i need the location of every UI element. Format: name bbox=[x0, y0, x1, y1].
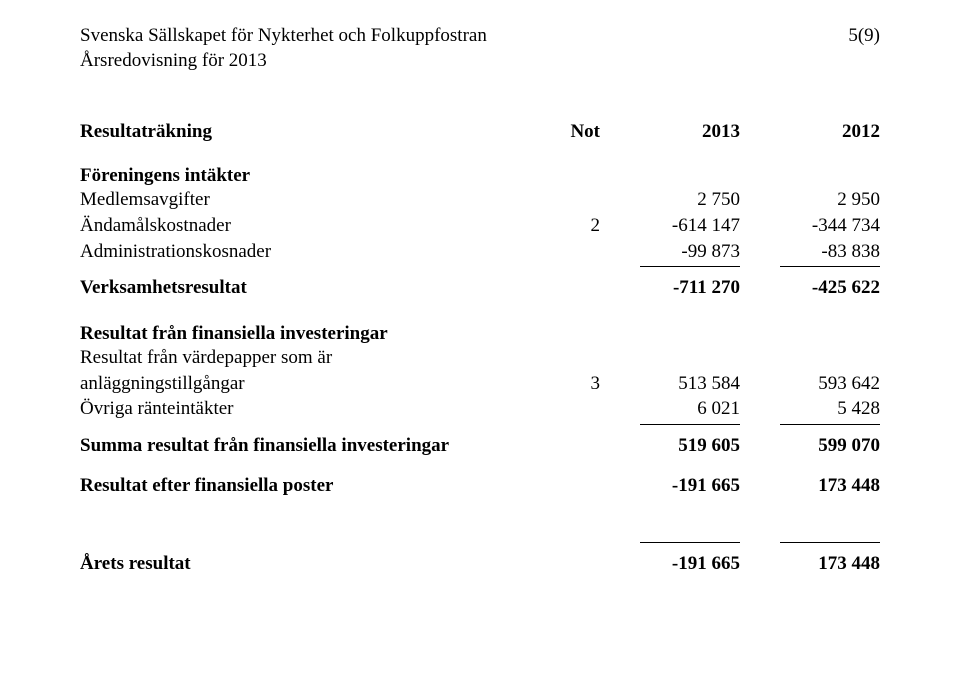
header-row: Svenska Sällskapet för Nykterhet och Fol… bbox=[80, 24, 880, 49]
row-label: Årets resultat bbox=[80, 551, 530, 577]
col-header-note: Not bbox=[530, 121, 600, 143]
rule-icon bbox=[780, 424, 880, 425]
table-header: Resultaträkning Not 2013 2012 bbox=[80, 121, 880, 143]
table-row: Övriga ränteintäkter 6 021 5 428 bbox=[80, 396, 880, 422]
row-label: Övriga ränteintäkter bbox=[80, 396, 530, 422]
row-y2: 5 428 bbox=[740, 396, 880, 422]
table-row: Medlemsavgifter 2 750 2 950 bbox=[80, 187, 880, 213]
rule-row bbox=[80, 266, 880, 267]
row-y2: -425 622 bbox=[740, 275, 880, 301]
row-y1: -191 665 bbox=[600, 551, 740, 577]
row-label: Summa resultat från finansiella invester… bbox=[80, 433, 530, 459]
row-y2: -83 838 bbox=[740, 239, 880, 265]
row-note: 2 bbox=[530, 213, 600, 239]
page: Svenska Sällskapet för Nykterhet och Fol… bbox=[0, 0, 960, 577]
rule-icon bbox=[640, 424, 740, 425]
section-financial-title: Resultat från finansiella investeringar bbox=[80, 323, 880, 345]
financial-sum-row: Summa resultat från finansiella invester… bbox=[80, 433, 880, 459]
col-header-year1: 2013 bbox=[600, 121, 740, 143]
row-label: Medlemsavgifter bbox=[80, 187, 530, 213]
row-y1: -191 665 bbox=[600, 473, 740, 499]
row-y2: 173 448 bbox=[740, 473, 880, 499]
row-label: anläggningstillgångar bbox=[80, 371, 530, 397]
row-y1: -711 270 bbox=[600, 275, 740, 301]
row-y1: -99 873 bbox=[600, 239, 740, 265]
rule-icon bbox=[640, 266, 740, 267]
rule-row bbox=[80, 424, 880, 425]
operating-result-row: Verksamhetsresultat -711 270 -425 622 bbox=[80, 275, 880, 301]
row-label: Resultat från värdepapper som är bbox=[80, 345, 530, 371]
row-label: Resultat efter finansiella poster bbox=[80, 473, 530, 499]
row-y2: 173 448 bbox=[740, 551, 880, 577]
table-row: Administrationskosnader -99 873 -83 838 bbox=[80, 239, 880, 265]
row-y1: 513 584 bbox=[600, 371, 740, 397]
col-header-year2: 2012 bbox=[740, 121, 880, 143]
row-y1: -614 147 bbox=[600, 213, 740, 239]
rule-row bbox=[80, 542, 880, 543]
org-name: Svenska Sällskapet för Nykterhet och Fol… bbox=[80, 24, 487, 49]
rule-icon bbox=[780, 542, 880, 543]
row-note bbox=[530, 239, 600, 265]
row-y2: 2 950 bbox=[740, 187, 880, 213]
row-y1: 6 021 bbox=[600, 396, 740, 422]
row-label: Verksamhetsresultat bbox=[80, 275, 530, 301]
report-title: Resultaträkning bbox=[80, 121, 530, 143]
row-y1: 519 605 bbox=[600, 433, 740, 459]
year-result-row: Årets resultat -191 665 173 448 bbox=[80, 551, 880, 577]
after-financial-row: Resultat efter finansiella poster -191 6… bbox=[80, 473, 880, 499]
row-note bbox=[530, 396, 600, 422]
row-note bbox=[530, 187, 600, 213]
table-row: anläggningstillgångar 3 513 584 593 642 bbox=[80, 371, 880, 397]
table-row: Ändamålskostnader 2 -614 147 -344 734 bbox=[80, 213, 880, 239]
rule-icon bbox=[640, 542, 740, 543]
row-label: Administrationskosnader bbox=[80, 239, 530, 265]
report-subtitle: Årsredovisning för 2013 bbox=[80, 49, 880, 74]
page-number: 5(9) bbox=[848, 24, 880, 49]
row-y2: -344 734 bbox=[740, 213, 880, 239]
rule-icon bbox=[780, 266, 880, 267]
row-y2: 599 070 bbox=[740, 433, 880, 459]
row-y1: 2 750 bbox=[600, 187, 740, 213]
row-note: 3 bbox=[530, 371, 600, 397]
row-label: Ändamålskostnader bbox=[80, 213, 530, 239]
section-income-title: Föreningens intäkter bbox=[80, 165, 880, 187]
row-intro: Resultat från värdepapper som är bbox=[80, 345, 880, 371]
row-y2: 593 642 bbox=[740, 371, 880, 397]
